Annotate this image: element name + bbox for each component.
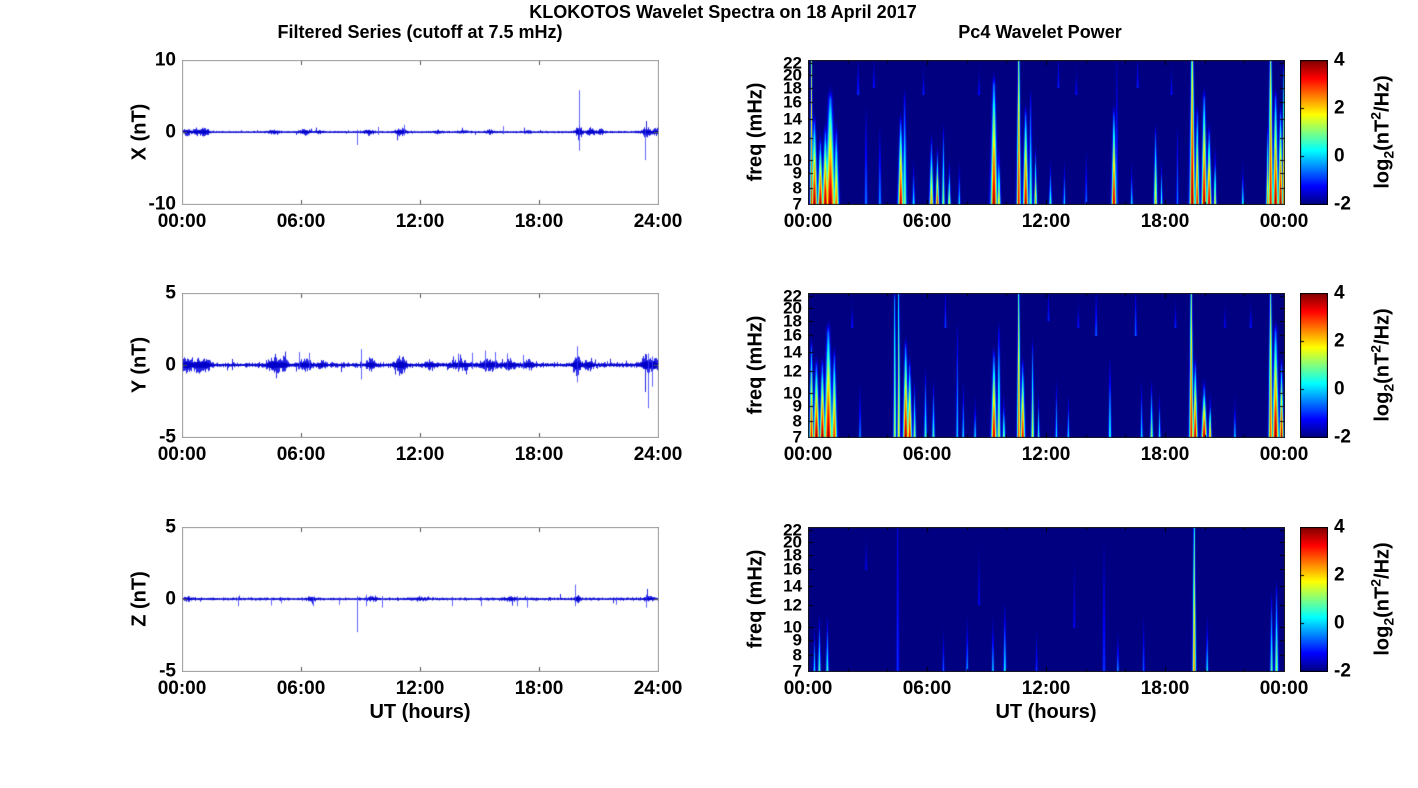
- freq-tick-label: 7: [792, 194, 802, 214]
- colorbar-x-canvas: [1300, 60, 1328, 205]
- x-spectrogram-canvas: [808, 60, 1285, 205]
- freq-tick-label: 16: [783, 92, 802, 112]
- freq-tick-label: 14: [783, 342, 802, 361]
- x-tick-label: 06:00: [276, 211, 326, 232]
- freq-tick-label: 8: [792, 178, 802, 198]
- x-tick-label: 12:00: [395, 444, 445, 465]
- ut-hours-label-right: UT (hours): [995, 701, 1097, 723]
- x-tick-label: 18:00: [1140, 211, 1190, 232]
- x-tick-label: 00:00: [1259, 211, 1309, 232]
- freq-tick-label: 9: [792, 396, 802, 416]
- freq-tick-label: 22: [783, 520, 802, 540]
- z-spectrogram-canvas: [808, 527, 1285, 672]
- x-tick-label: 24:00: [633, 211, 683, 232]
- y-spectrogram-canvas: [808, 293, 1285, 438]
- y-tick-label: 0: [165, 121, 176, 143]
- freq-tick-label: 12: [783, 595, 802, 615]
- x-tick-label: 00:00: [1259, 678, 1309, 699]
- colorbar-z-canvas: [1300, 527, 1328, 672]
- colorbar-label-z: log2(nT2/Hz): [1367, 542, 1397, 656]
- z-timeseries-canvas: [182, 527, 659, 672]
- y-tick-label: 0: [165, 354, 176, 376]
- freq-tick-label: 12: [783, 361, 802, 381]
- freq-tick-label: 16: [783, 325, 802, 345]
- figure-title: KLOKOTOS Wavelet Spectra on 18 April 201…: [529, 2, 917, 22]
- freq-tick-label: 16: [783, 559, 802, 579]
- x-tick-label: 18:00: [514, 678, 564, 699]
- x-tick-label: 12:00: [1021, 678, 1071, 699]
- x-tick-label: 12:00: [1021, 444, 1071, 465]
- x-tick-label: 00:00: [783, 678, 833, 699]
- x-tick-label: 06:00: [276, 444, 326, 465]
- colorbar-tick-label: 2: [1334, 97, 1345, 119]
- freq-tick-label: 9: [792, 163, 802, 183]
- x-tick-label: 00:00: [783, 444, 833, 465]
- colorbar-tick-label: -2: [1334, 426, 1351, 448]
- freq-tick-label: 18: [783, 545, 802, 565]
- colorbar-label-y: log2(nT2/Hz): [1367, 308, 1397, 422]
- y-tick-label: 10: [154, 49, 176, 71]
- colorbar-tick-label: 4: [1334, 282, 1345, 304]
- x-tick-label: 00:00: [783, 211, 833, 232]
- colorbar-tick-label: -2: [1334, 193, 1351, 215]
- freq-tick-label: 10: [783, 383, 802, 403]
- x-tick-label: 00:00: [157, 678, 207, 699]
- freq-tick-label: 18: [783, 311, 802, 331]
- y-tick-label: -10: [148, 193, 176, 215]
- y-tick-label: 0: [165, 588, 176, 610]
- freq-tick-label: 18: [783, 78, 802, 98]
- x-tick-label: 06:00: [902, 678, 952, 699]
- freq-tick-label: 9: [792, 630, 802, 650]
- x-tick-label: 24:00: [633, 444, 683, 465]
- freq-tick-label: 20: [783, 532, 802, 552]
- x-tick-label: 00:00: [1259, 444, 1309, 465]
- freq-tick-label: 14: [783, 576, 802, 595]
- x-tick-label: 06:00: [902, 211, 952, 232]
- x-tick-label: 06:00: [902, 444, 952, 465]
- y-tick-label: 5: [165, 282, 176, 304]
- colorbar-tick-label: 2: [1334, 564, 1345, 586]
- freq-tick-label: 22: [783, 286, 802, 306]
- freq-tick-label: 8: [792, 645, 802, 665]
- freq-tick-label: 10: [783, 617, 802, 637]
- y-tick-label: 5: [165, 516, 176, 538]
- freq-tick-label: 7: [792, 427, 802, 447]
- freq-tick-label: 7: [792, 661, 802, 681]
- x-tick-label: 24:00: [633, 678, 683, 699]
- colorbar-tick-label: 0: [1334, 378, 1345, 400]
- x-tick-label: 18:00: [1140, 678, 1190, 699]
- x-tick-label: 00:00: [157, 211, 207, 232]
- freq-tick-label: 12: [783, 128, 802, 148]
- filtered-series-title: Filtered Series (cutoff at 7.5 mHz): [277, 22, 563, 42]
- colorbar-label-x: log2(nT2/Hz): [1367, 75, 1397, 189]
- x-tick-label: 12:00: [395, 678, 445, 699]
- x-tick-label: 12:00: [1021, 211, 1071, 232]
- colorbar-tick-label: -2: [1334, 660, 1351, 682]
- wavelet-power-title: Pc4 Wavelet Power: [958, 22, 1122, 42]
- freq-tick-label: 20: [783, 298, 802, 318]
- y-timeseries-canvas: [182, 293, 659, 438]
- colorbar-tick-label: 4: [1334, 516, 1345, 538]
- colorbar-y-canvas: [1300, 293, 1328, 438]
- x-tick-label: 18:00: [514, 211, 564, 232]
- y-tick-label: -5: [159, 660, 176, 682]
- colorbar-tick-label: 0: [1334, 612, 1345, 634]
- colorbar-tick-label: 4: [1334, 49, 1345, 71]
- freq-tick-label: 22: [783, 53, 802, 73]
- x-tick-label: 18:00: [1140, 444, 1190, 465]
- ut-hours-label-left: UT (hours): [369, 701, 471, 723]
- freq-tick-label: 10: [783, 150, 802, 170]
- freq-tick-label: 8: [792, 411, 802, 431]
- colorbar-tick-label: 2: [1334, 330, 1345, 352]
- x-tick-label: 00:00: [157, 444, 207, 465]
- x-timeseries-canvas: [182, 60, 659, 205]
- freq-tick-label: 20: [783, 65, 802, 85]
- y-tick-label: -5: [159, 426, 176, 448]
- x-tick-label: 18:00: [514, 444, 564, 465]
- colorbar-tick-label: 0: [1334, 145, 1345, 167]
- freq-tick-label: 14: [783, 109, 802, 128]
- x-tick-label: 06:00: [276, 678, 326, 699]
- x-tick-label: 12:00: [395, 211, 445, 232]
